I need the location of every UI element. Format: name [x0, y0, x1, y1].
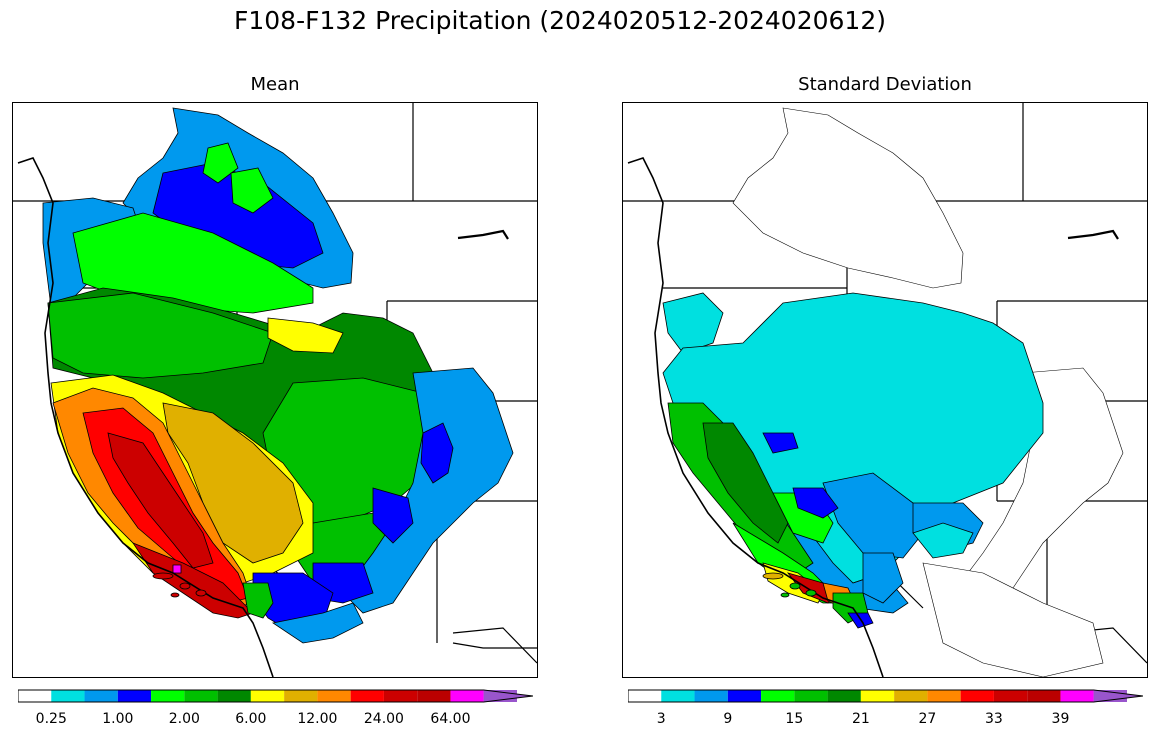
mean-map — [12, 102, 538, 678]
colorbar-tick-label: 33 — [985, 711, 1003, 727]
colorbar-cell — [383, 690, 418, 702]
colorbar-cell — [761, 690, 795, 702]
colorbar-tick-label: 0.25 — [35, 711, 67, 727]
stddev-map — [622, 102, 1148, 678]
colorbar-cell — [84, 690, 118, 702]
colorbar-tick-label: 15 — [785, 711, 804, 727]
colorbar-cell — [727, 690, 762, 702]
colorbar-cell — [628, 690, 662, 702]
colorbar-tick-label: 6.00 — [235, 711, 267, 727]
colorbar-tick-label: 27 — [918, 711, 937, 727]
colorbar-cell — [151, 690, 185, 702]
colorbar-tick-label: 39 — [1051, 711, 1070, 727]
stddev-colorbar — [628, 689, 1143, 703]
panel-title-mean: Mean — [250, 74, 300, 95]
mean-precip-field — [42, 107, 514, 644]
colorbar-cell — [51, 690, 85, 702]
colorbar-cell — [350, 690, 384, 702]
mean-map-svg — [13, 103, 537, 677]
colorbar-outline — [628, 689, 1143, 703]
colorbar-cell — [18, 690, 52, 702]
colorbar-cell — [927, 690, 961, 702]
colorbar-cell — [250, 690, 285, 702]
stddev-basin-outlines — [732, 107, 1124, 677]
colorbar-tick-label: 1.00 — [102, 711, 134, 727]
colorbar-outline — [18, 689, 533, 703]
colorbar-cell — [661, 690, 695, 702]
colorbar-cell — [894, 690, 928, 702]
colorbar-cell — [417, 690, 451, 702]
mean-colorbar — [18, 689, 533, 703]
colorbar-cell — [993, 690, 1028, 702]
colorbar-tick-label: 2.00 — [168, 711, 200, 727]
colorbar-tick-label: 21 — [851, 711, 870, 727]
colorbar-tick-label: 64.00 — [430, 711, 471, 727]
colorbar-cell — [184, 690, 218, 702]
colorbar-cell — [450, 690, 484, 702]
colorbar-tick-label: 24.00 — [363, 711, 404, 727]
colorbar-cell — [317, 690, 351, 702]
colorbar-cell — [960, 690, 994, 702]
colorbar-cell — [860, 690, 895, 702]
stddev-colorbar-ticks: 3 9 15 21 27 33 39 — [628, 711, 1143, 731]
colorbar-cell — [827, 690, 861, 702]
colorbar-cell — [217, 690, 251, 702]
mean-coastline — [17, 157, 274, 677]
panel-title-stddev: Standard Deviation — [798, 74, 972, 95]
colorbar-tick-label: 3 — [656, 711, 666, 727]
colorbar-cell — [794, 690, 828, 702]
mean-colorbar-ticks: 0.25 1.00 2.00 6.00 12.00 24.00 64.00 — [18, 711, 533, 731]
colorbar-cell — [284, 690, 318, 702]
figure-title: F108-F132 Precipitation (2024020512-2024… — [233, 6, 886, 35]
colorbar-cell — [694, 690, 728, 702]
colorbar-cell — [1060, 690, 1094, 702]
colorbar-extend-arrow — [1093, 690, 1143, 702]
colorbar-tick-label: 12.00 — [297, 711, 338, 727]
colorbar-cell — [117, 690, 152, 702]
colorbar-tick-label: 9 — [723, 711, 733, 727]
stddev-map-svg — [623, 103, 1147, 677]
stddev-coastline — [627, 157, 884, 677]
colorbar-cell — [1027, 690, 1061, 702]
colorbar-extend-arrow — [483, 690, 533, 702]
